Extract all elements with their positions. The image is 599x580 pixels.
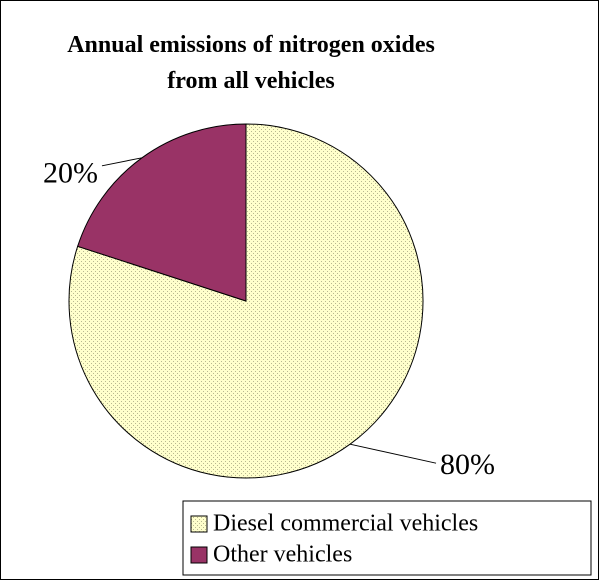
chart-title: Annual emissions of nitrogen oxides from… [67, 32, 435, 94]
legend-box [182, 500, 592, 576]
legend-label: Diesel commercial vehicles [213, 511, 478, 537]
legend-swatch [190, 546, 208, 564]
leader-line [349, 443, 437, 464]
pie-slice [68, 123, 424, 479]
legend-label: Other vehicles [213, 542, 352, 568]
legend-swatch [190, 515, 208, 533]
data-label: 20% [43, 157, 98, 190]
pie-slice [77, 123, 247, 302]
leader-line [101, 157, 143, 167]
data-label: 80% [440, 448, 495, 481]
